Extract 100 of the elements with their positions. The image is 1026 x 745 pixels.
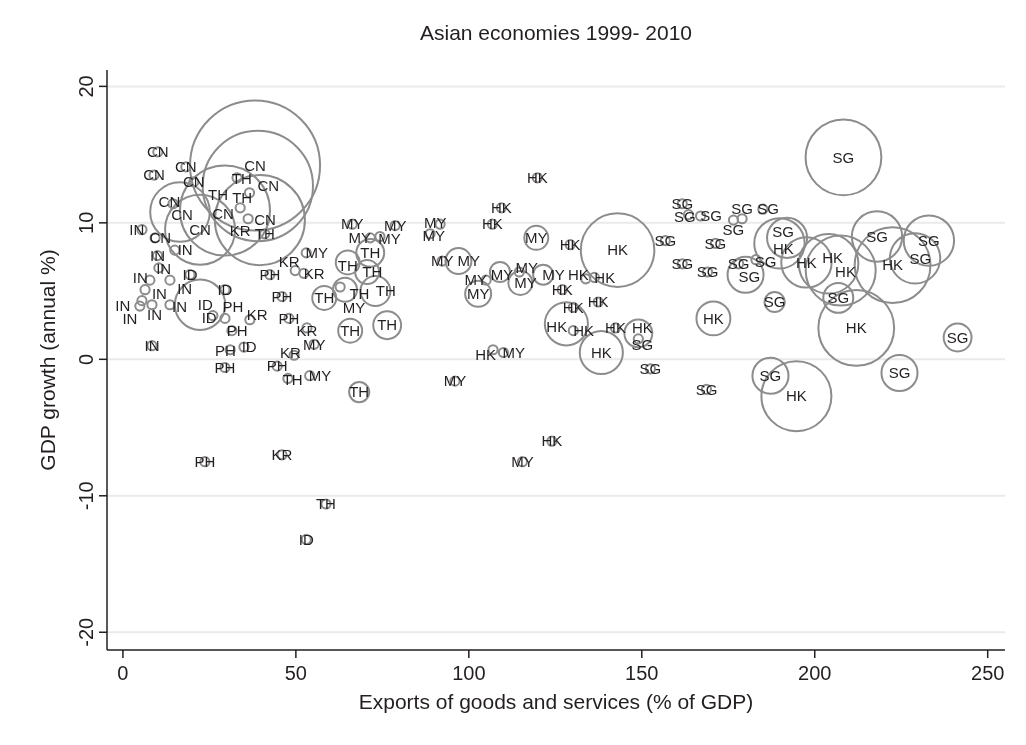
text: HK: [573, 321, 595, 339]
text: HK: [845, 319, 867, 337]
text: SG: [759, 366, 782, 384]
text: MY: [542, 265, 565, 283]
x-tick-label: 250: [971, 662, 1005, 684]
text: SG: [757, 200, 779, 218]
text: KR: [303, 264, 325, 282]
text: IN: [132, 268, 148, 286]
text: ID: [217, 280, 233, 298]
text: TH: [232, 188, 253, 206]
text: HK: [607, 241, 628, 259]
series-label: MY: [514, 274, 537, 292]
text: MY: [305, 244, 328, 262]
y-tick-label: -20: [75, 617, 97, 647]
x-tick-label: 150: [625, 662, 659, 684]
y-tick-label: 10: [75, 211, 97, 234]
text: SG: [696, 263, 719, 281]
text: HK: [594, 268, 616, 286]
text: SG: [946, 328, 969, 346]
text: MY: [302, 335, 326, 353]
text: CN: [149, 229, 172, 247]
text: CN: [147, 143, 169, 161]
y-tick-label: 20: [75, 75, 97, 98]
text: MY: [525, 229, 548, 247]
text: MY: [430, 252, 454, 270]
chart-title: Asian economies 1999- 2010: [419, 21, 693, 44]
text: MY: [515, 258, 538, 276]
text: PH: [214, 342, 236, 360]
text: ID: [182, 265, 198, 283]
text: PH: [214, 358, 236, 376]
x-tick-label: 0: [117, 662, 129, 684]
series-label: KR: [278, 252, 300, 270]
text: CN: [212, 204, 234, 222]
text: SG: [909, 249, 932, 267]
text: IN: [177, 280, 193, 298]
text: SG: [631, 336, 654, 354]
y-tick-label: 0: [75, 353, 97, 365]
text: IN: [129, 220, 145, 238]
text: IN: [147, 306, 163, 324]
text: CN: [175, 158, 197, 176]
series-label: PH: [222, 297, 244, 315]
text: TH: [362, 263, 383, 281]
text: HK: [551, 280, 573, 298]
y-tick-label: -10: [75, 481, 97, 511]
text: HK: [490, 199, 512, 217]
text: TH: [315, 495, 336, 513]
text: HK: [882, 256, 903, 274]
text: HK: [475, 345, 497, 363]
text: SG: [772, 223, 794, 241]
text: PH: [271, 287, 293, 305]
text: SG: [700, 207, 722, 225]
x-tick-label: 50: [284, 662, 307, 684]
text: IN: [144, 336, 160, 354]
text: HK: [481, 215, 503, 233]
x-tick-label: 200: [798, 662, 832, 684]
text: HK: [567, 265, 589, 283]
text: CN: [143, 166, 165, 184]
text: ID: [241, 338, 257, 356]
text: PH: [278, 309, 300, 327]
series-label: TH: [349, 383, 370, 401]
text: TH: [375, 282, 396, 300]
text: HK: [559, 235, 581, 253]
text: HK: [541, 432, 563, 450]
series-label: HK: [796, 253, 817, 271]
text: SG: [763, 293, 786, 311]
series-label: IN: [151, 284, 167, 302]
text: TH: [360, 244, 381, 262]
text: TH: [337, 256, 358, 274]
text: PH: [226, 321, 248, 339]
text: MY: [511, 452, 534, 470]
text: HK: [546, 317, 568, 335]
text: KR: [246, 306, 268, 324]
text: HK: [631, 318, 653, 336]
text: IN: [172, 298, 188, 316]
text: HK: [526, 169, 548, 187]
text: HK: [587, 293, 609, 311]
text: CN: [182, 173, 205, 191]
text: MY: [490, 266, 514, 284]
text: HK: [562, 298, 584, 316]
text: ID: [298, 530, 314, 548]
text: IN: [177, 241, 193, 259]
text: MY: [443, 372, 467, 390]
text: PH: [259, 265, 281, 283]
text: KR: [229, 221, 251, 239]
text: MY: [308, 366, 332, 384]
text: SG: [695, 380, 718, 398]
x-axis-title: Exports of goods and services (% of GDP): [358, 690, 754, 713]
text: KR: [271, 446, 293, 464]
text: SG: [654, 231, 677, 249]
text: HK: [605, 319, 626, 337]
text: SG: [888, 364, 911, 382]
text: HK: [785, 387, 807, 405]
text: TH: [314, 289, 335, 307]
text: SG: [866, 227, 888, 245]
text: TH: [340, 321, 361, 339]
text: HK: [590, 343, 612, 361]
text: SG: [827, 289, 850, 307]
text: SG: [832, 148, 855, 166]
y-axis-title: GDP growth (annual %): [36, 249, 59, 471]
text: SG: [731, 200, 753, 218]
